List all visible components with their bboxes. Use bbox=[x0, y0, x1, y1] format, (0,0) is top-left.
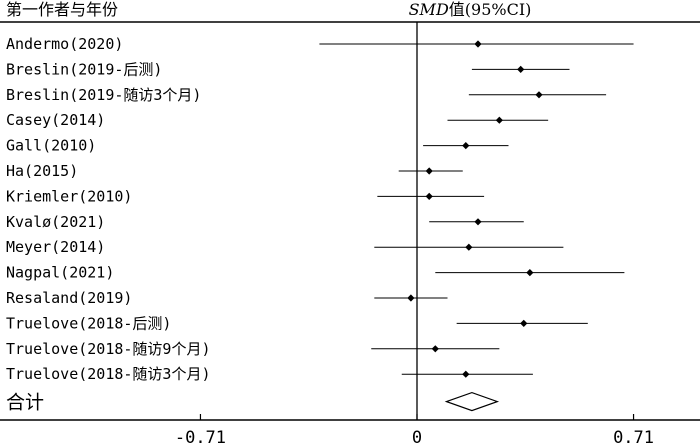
study-label: Truelove(2018-随访3个月) bbox=[6, 365, 211, 383]
study-label: Breslin(2019-随访3个月) bbox=[6, 86, 201, 104]
study-label: Resaland(2019) bbox=[6, 289, 132, 307]
study-row: Casey(2014) bbox=[6, 111, 549, 129]
study-label: Andermo(2020) bbox=[6, 35, 123, 53]
study-row: Breslin(2019-随访3个月) bbox=[6, 86, 607, 104]
point-estimate-marker bbox=[517, 65, 525, 73]
point-estimate-marker bbox=[462, 370, 470, 378]
study-row: Truelove(2018-随访3个月) bbox=[6, 365, 533, 383]
study-row: Andermo(2020) bbox=[6, 35, 634, 53]
effect-header-prefix: SMD bbox=[409, 0, 449, 19]
effect-column-header: SMD值(95%CI) bbox=[409, 0, 532, 19]
study-label: Kriemler(2010) bbox=[6, 187, 132, 205]
study-row: Truelove(2018-后测) bbox=[6, 314, 588, 332]
effect-header-suffix: 值(95%CI) bbox=[449, 0, 532, 19]
study-row: Meyer(2014) bbox=[6, 238, 564, 256]
x-axis: -0.71 0 0.71 bbox=[0, 22, 700, 447]
x-tick-label: -0.71 bbox=[175, 428, 226, 447]
point-estimate-marker bbox=[474, 218, 482, 226]
study-row: Kvalø(2021) bbox=[6, 213, 524, 231]
study-label: Truelove(2018-后测) bbox=[6, 314, 171, 332]
study-label: Truelove(2018-随访9个月) bbox=[6, 340, 211, 358]
study-label: Kvalø(2021) bbox=[6, 213, 105, 231]
study-label: Nagpal(2021) bbox=[6, 264, 114, 282]
study-row: Truelove(2018-随访9个月) bbox=[6, 340, 500, 358]
study-row: Gall(2010) bbox=[6, 137, 509, 155]
study-row: Kriemler(2010) bbox=[6, 187, 485, 205]
point-estimate-marker bbox=[425, 192, 433, 200]
pooled-label: 合计 bbox=[6, 392, 44, 414]
study-label: Breslin(2019-后测) bbox=[6, 60, 162, 78]
study-row: Breslin(2019-后测) bbox=[6, 60, 570, 78]
study-column-header: 第一作者与年份 bbox=[6, 0, 118, 19]
header-row: 第一作者与年份 SMD值(95%CI) bbox=[6, 0, 531, 19]
x-tick-label: 0 bbox=[412, 428, 422, 447]
study-label: Casey(2014) bbox=[6, 111, 105, 129]
study-row: Nagpal(2021) bbox=[6, 264, 625, 282]
study-row: Resaland(2019) bbox=[6, 289, 448, 307]
point-estimate-marker bbox=[474, 40, 482, 48]
point-estimate-marker bbox=[526, 269, 534, 277]
point-estimate-marker bbox=[520, 319, 528, 327]
point-estimate-marker bbox=[535, 91, 543, 99]
study-label: Ha(2015) bbox=[6, 162, 78, 180]
point-estimate-marker bbox=[431, 345, 439, 353]
point-estimate-marker bbox=[462, 142, 470, 150]
study-label: Gall(2010) bbox=[6, 137, 96, 155]
study-label: Meyer(2014) bbox=[6, 238, 105, 256]
point-estimate-marker bbox=[425, 167, 433, 175]
study-rows: Andermo(2020) Breslin(2019-后测) Breslin(201… bbox=[6, 35, 634, 383]
pooled-estimate-diamond bbox=[444, 391, 500, 412]
point-estimate-marker bbox=[465, 243, 473, 251]
point-estimate-marker bbox=[495, 116, 503, 124]
pooled-row: 合计 bbox=[6, 391, 500, 414]
x-tick-label: 0.71 bbox=[613, 428, 654, 447]
point-estimate-marker bbox=[407, 294, 415, 302]
study-row: Ha(2015) bbox=[6, 162, 463, 180]
